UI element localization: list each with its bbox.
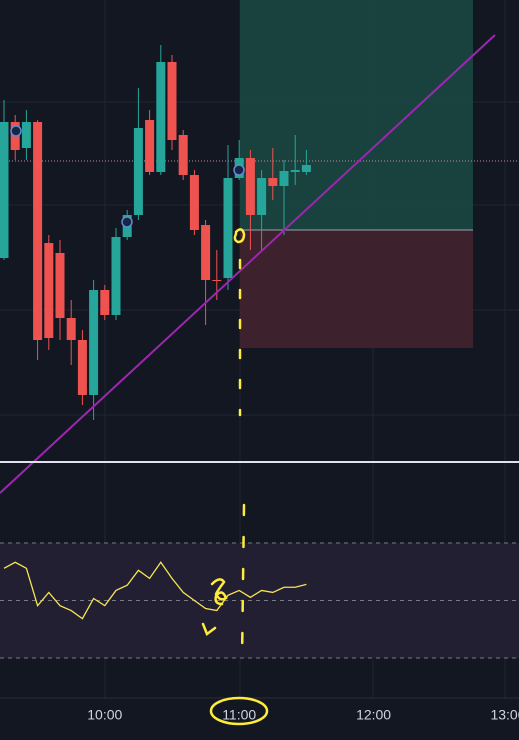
candle-body [178, 135, 188, 175]
indicator-pane [0, 542, 519, 659]
annotations [201, 228, 269, 726]
loss-zone [240, 230, 473, 348]
marker [10, 125, 22, 137]
annotation-scribble [233, 228, 246, 244]
candle-body [257, 178, 267, 215]
candle-body [290, 170, 300, 172]
candle-body [145, 120, 155, 172]
candle-body [21, 122, 31, 148]
candle-body [89, 290, 99, 395]
candle-body [66, 318, 76, 340]
candle-body [44, 243, 54, 338]
candle-body [201, 225, 211, 280]
time-label: 12:00 [356, 707, 391, 723]
candle-body [77, 340, 87, 395]
candle-body [0, 122, 9, 258]
candle-body [279, 171, 289, 186]
annotation-scribble [201, 622, 217, 636]
candle-body [245, 158, 255, 215]
time-label: 11:00 [222, 707, 256, 723]
candle-body [189, 175, 199, 230]
time-axis: 10:00 11:00 12:00 13:00 [87, 707, 519, 723]
candle-body [212, 280, 222, 281]
candle-body [133, 128, 143, 215]
markers [10, 125, 245, 228]
indicator-line [3, 561, 307, 620]
time-label: 10:00 [87, 707, 122, 723]
marker [233, 164, 245, 176]
candle-body [268, 178, 278, 186]
candle-body [223, 178, 233, 278]
candle-body [100, 290, 110, 315]
candle-body [156, 62, 166, 172]
candle-body [33, 122, 43, 340]
annotation-circle [209, 696, 269, 726]
annotation-dash [240, 503, 246, 664]
marker [121, 216, 133, 228]
annotation-scribble [210, 578, 228, 606]
candle-body [301, 165, 311, 172]
time-label: 13:00 [490, 707, 519, 723]
candle-body [167, 62, 177, 140]
profit-zone [240, 0, 473, 230]
candle-body [111, 237, 121, 315]
candle-body [55, 253, 65, 318]
candles [0, 45, 311, 420]
trend-line [0, 34, 496, 494]
